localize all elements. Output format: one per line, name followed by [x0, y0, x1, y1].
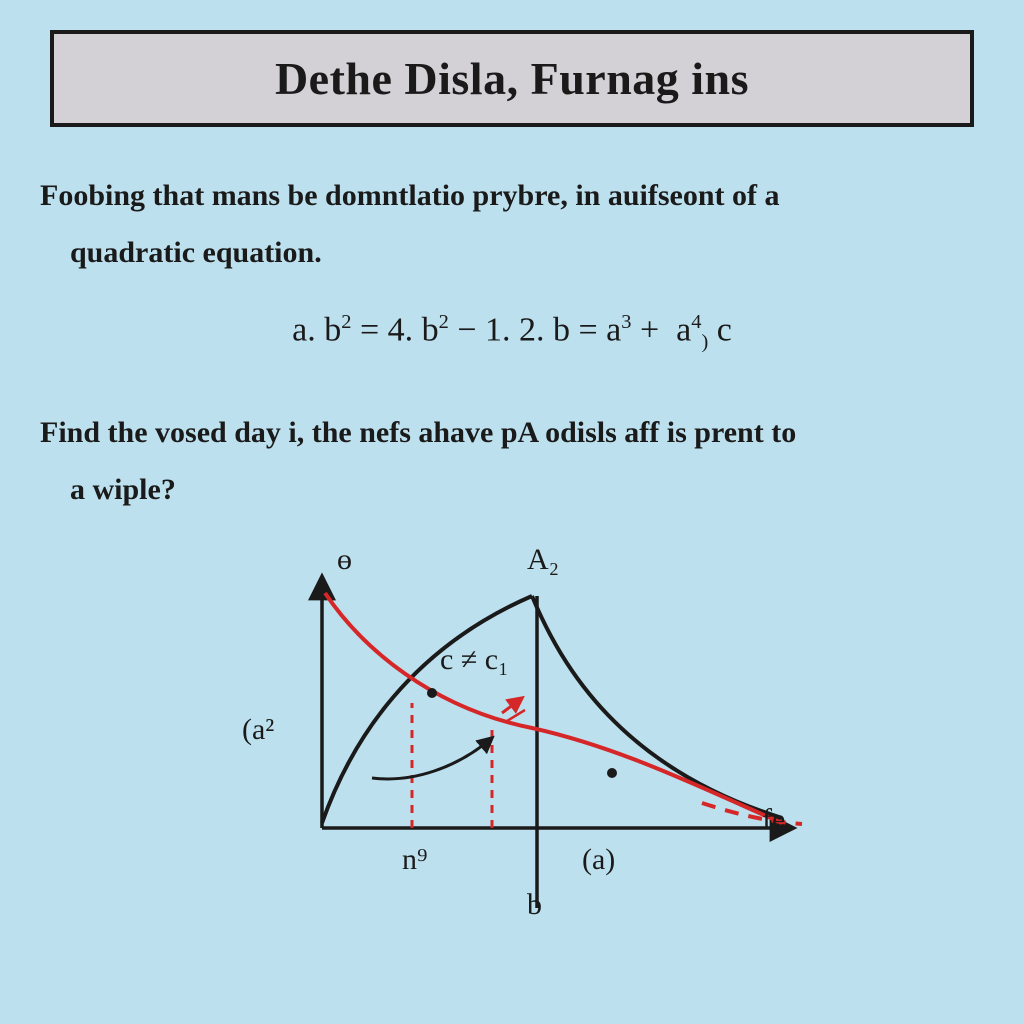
chart: өA₂c ≠ c₁(a²n⁹(a)bfe — [202, 548, 822, 908]
chart-svg — [202, 548, 822, 908]
chart-label-a_sq: (a² — [242, 713, 274, 747]
paragraph-1-line-2: quadratic equation. — [40, 236, 322, 269]
paragraph-2: Find the vosed day i, the nefs ahave pA … — [30, 404, 994, 518]
paragraph-2-line-2: a wiple? — [40, 473, 176, 506]
paragraph-1-line-1: Foobing that mans be domntlatio prybre, … — [40, 179, 780, 212]
chart-label-y_top: ө — [337, 543, 352, 577]
chart-label-fe: fe — [762, 803, 785, 837]
chart-label-n9: n⁹ — [402, 843, 427, 877]
page-title: Dethe Disla, Furnag ins — [54, 52, 970, 105]
chart-label-a2: A₂ — [527, 543, 559, 577]
paragraph-1: Foobing that mans be domntlatio prybre, … — [30, 167, 994, 281]
chart-label-c_c1: c ≠ c₁ — [440, 643, 509, 677]
chart-label-b: b — [527, 888, 542, 922]
chart-label-a_paren: (a) — [582, 843, 615, 877]
equation: a. b2 = 4. b2 − 1. 2. b = a3 + a4) c — [30, 311, 994, 354]
title-box: Dethe Disla, Furnag ins — [50, 30, 974, 127]
paragraph-2-line-1: Find the vosed day i, the nefs ahave pA … — [40, 416, 796, 449]
